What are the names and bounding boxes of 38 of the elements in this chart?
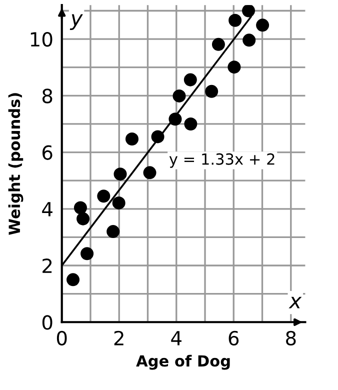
point bbox=[168, 112, 182, 126]
y-tick-label: 6 bbox=[42, 145, 52, 160]
point bbox=[228, 60, 241, 74]
y-axis-title: Weight (pounds) bbox=[8, 93, 24, 235]
x-tick-label: 4 bbox=[171, 331, 182, 346]
y-tick-label: 4 bbox=[42, 202, 52, 216]
point bbox=[228, 14, 242, 27]
x-tick-label: 8 bbox=[286, 330, 296, 346]
annotation: y = 1.33x + 2 bbox=[169, 153, 274, 168]
point bbox=[80, 247, 94, 260]
x-axis-title: Age of Dog bbox=[136, 354, 230, 370]
point bbox=[212, 38, 225, 51]
annotation: x bbox=[288, 296, 302, 308]
point bbox=[242, 5, 256, 18]
point bbox=[242, 34, 256, 47]
point bbox=[112, 196, 126, 210]
point bbox=[106, 225, 120, 238]
point bbox=[151, 130, 164, 144]
point bbox=[143, 166, 156, 180]
point bbox=[76, 212, 90, 226]
point bbox=[172, 89, 186, 102]
point bbox=[66, 273, 80, 286]
y-tick-label: 2 bbox=[42, 258, 52, 273]
point bbox=[205, 84, 218, 98]
x-tick-label: 2 bbox=[114, 330, 124, 346]
point bbox=[256, 18, 270, 32]
annotation: y bbox=[70, 14, 83, 30]
point bbox=[74, 201, 87, 214]
x-tick-label: 6 bbox=[228, 330, 239, 346]
y-tick-label: 8 bbox=[42, 88, 52, 104]
point bbox=[184, 73, 197, 86]
y-tick-label: 0 bbox=[42, 315, 52, 330]
point bbox=[125, 132, 139, 146]
point bbox=[97, 190, 110, 203]
y-tick-label: 10 bbox=[30, 32, 52, 47]
point bbox=[114, 168, 127, 181]
x-tick-label: 0 bbox=[56, 330, 67, 346]
point bbox=[184, 117, 198, 130]
